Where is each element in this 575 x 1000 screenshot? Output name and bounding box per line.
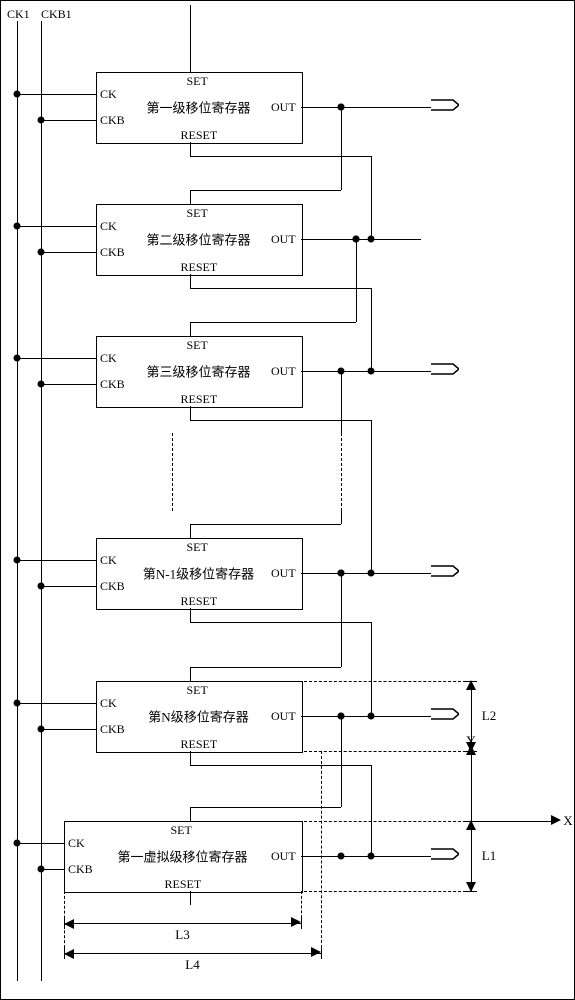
label-ckb1: CKB1 [41,7,72,22]
label-ck1: CK1 [7,7,30,22]
